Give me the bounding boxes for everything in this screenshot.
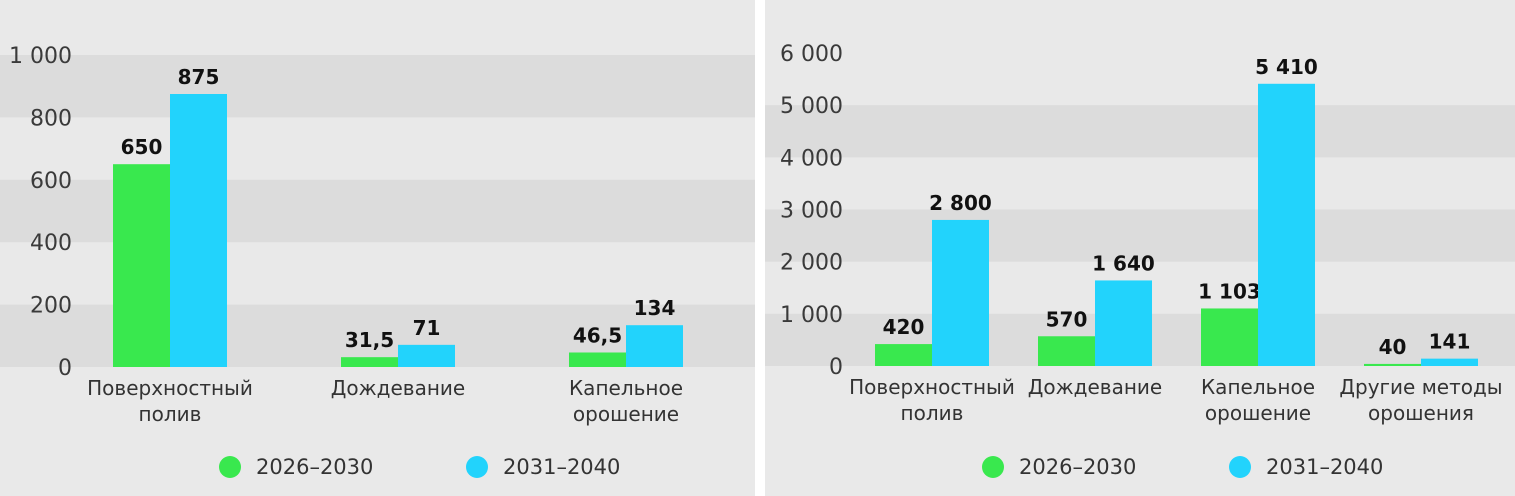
- bar-value-label: 420: [883, 315, 925, 339]
- bar-value-label: 875: [178, 65, 220, 89]
- y-tick-label: 200: [30, 294, 72, 319]
- bar-value-label: 40: [1379, 335, 1407, 359]
- bar-value-label: 5 410: [1255, 55, 1318, 79]
- legend-marker: [982, 456, 1004, 478]
- legend-label: 2031–2040: [503, 455, 620, 479]
- y-tick-label: 0: [829, 355, 843, 380]
- y-tick-label: 1 000: [9, 44, 72, 69]
- chart-right-panel: 0 1 000 2 000 3 000 4 000 5 000 6 000 420 2 800 П…: [765, 0, 1515, 496]
- bar-value-label: 31,5: [345, 328, 394, 352]
- x-category-label: Капельное: [569, 376, 683, 400]
- x-category-label: Капельное: [1201, 375, 1315, 399]
- bar-series2: [626, 325, 683, 367]
- bar-series2: [1095, 280, 1152, 366]
- x-category-label: полив: [139, 402, 202, 426]
- chart-left-panel: 0 200 400 600 800 1 000 650 875 Поверхностный пол…: [0, 0, 755, 496]
- legend-label: 2026–2030: [1019, 455, 1136, 479]
- x-category-label: Другие методы: [1339, 375, 1502, 399]
- y-tick-label: 5 000: [780, 94, 843, 119]
- chart-left-svg: 0 200 400 600 800 1 000 650 875 Поверхностныйпол…: [0, 44, 755, 479]
- bar-value-label: 650: [121, 135, 163, 159]
- y-tick-label: 800: [30, 106, 72, 131]
- x-category-label: полив: [901, 401, 964, 425]
- x-category-label: орошение: [1205, 401, 1311, 425]
- bar-series1: [1038, 336, 1095, 366]
- x-category-label: орошение: [573, 402, 679, 426]
- y-tick-label: 1 000: [780, 303, 843, 328]
- bar-value-label: 46,5: [573, 323, 622, 347]
- bar-series1: [113, 164, 170, 367]
- bar-series1: [569, 352, 626, 367]
- bar-series2: [932, 219, 989, 366]
- y-tick-label: 0: [58, 356, 72, 381]
- bar-series2: [1421, 358, 1478, 366]
- legend-label: 2026–2030: [256, 455, 373, 479]
- bar-series2: [1258, 83, 1315, 367]
- bar-value-label: 141: [1429, 330, 1471, 354]
- x-category-label: орошения: [1368, 401, 1474, 425]
- bar-series2: [398, 344, 455, 367]
- bar-series2: [170, 94, 227, 367]
- bar-value-label: 71: [413, 316, 441, 340]
- bar-value-label: 1 640: [1092, 251, 1155, 275]
- bar-value-label: 570: [1046, 307, 1088, 331]
- x-category-label: Поверхностный: [849, 375, 1015, 399]
- bar-series1: [1364, 363, 1421, 366]
- legend-marker: [219, 456, 241, 478]
- chart-right-svg: 0 1 000 2 000 3 000 4 000 5 000 6 000 420 2 800 П…: [765, 42, 1515, 479]
- bar-series1: [875, 344, 932, 366]
- grid-band: [0, 55, 755, 118]
- y-tick-label: 600: [30, 169, 72, 194]
- bar-value-label: 2 800: [929, 191, 992, 215]
- bar-series1: [341, 357, 398, 367]
- y-tick-label: 4 000: [780, 146, 843, 171]
- y-tick-label: 3 000: [780, 199, 843, 224]
- bar-value-label: 134: [634, 296, 676, 320]
- y-tick-label: 400: [30, 231, 72, 256]
- y-tick-label: 6 000: [780, 42, 843, 67]
- bar-series1: [1201, 308, 1258, 366]
- x-category-label: Дождевание: [1028, 375, 1162, 399]
- bar-value-label: 1 103: [1198, 279, 1261, 303]
- grid-band: [765, 105, 1515, 158]
- y-tick-label: 2 000: [780, 251, 843, 276]
- legend-marker: [466, 456, 488, 478]
- grid-band: [765, 209, 1515, 262]
- legend-label: 2031–2040: [1266, 455, 1383, 479]
- legend-marker: [1229, 456, 1251, 478]
- x-category-label: Дождевание: [331, 376, 465, 400]
- x-category-label: Поверхностный: [87, 376, 253, 400]
